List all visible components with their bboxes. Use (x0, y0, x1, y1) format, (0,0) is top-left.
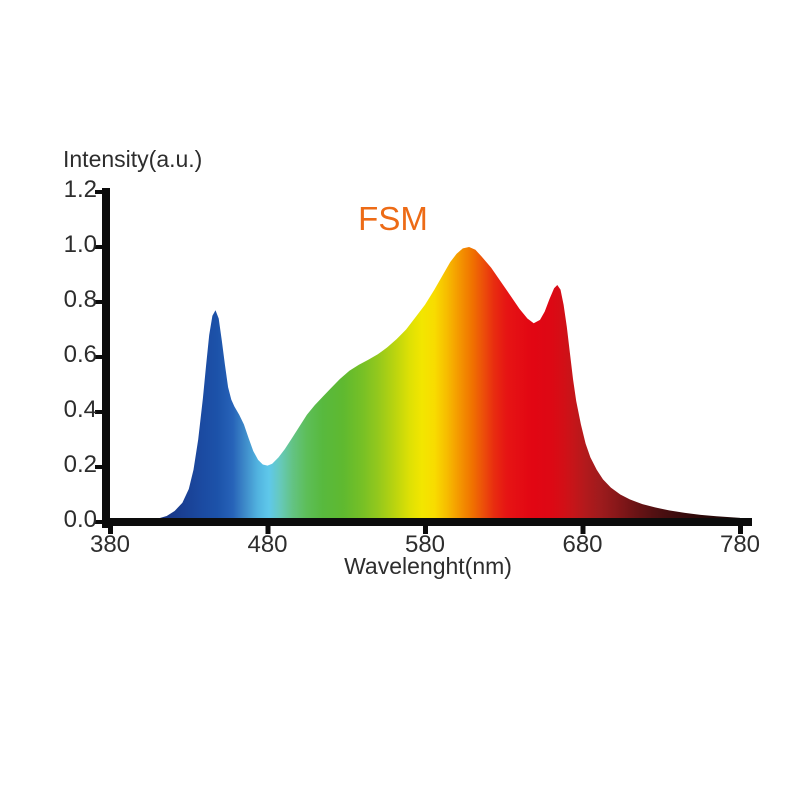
tick-mark (95, 190, 103, 194)
tick-mark (108, 526, 113, 534)
tick-mark (95, 520, 103, 524)
tick-mark (580, 526, 586, 534)
tick-mark (95, 410, 103, 414)
y-tick-label: 0.6 (63, 341, 97, 368)
x-axis-title: Wavelenght(nm) (344, 553, 512, 579)
y-tick-label: 0.8 (63, 286, 97, 313)
y-axis-title: Intensity(a.u.) (63, 146, 203, 172)
y-tick-label: 1.0 (63, 231, 97, 258)
y-axis-line (102, 188, 110, 528)
x-axis-line (102, 518, 752, 526)
y-tick-label: 0.2 (63, 451, 97, 478)
tick-mark (95, 355, 103, 359)
x-tick-label: 780 (719, 531, 761, 558)
y-tick-label: 1.2 (63, 176, 97, 203)
axis-tick-marks (95, 190, 743, 534)
y-tick-label: 0.0 (63, 506, 97, 533)
tick-mark (95, 465, 103, 469)
tick-mark (423, 526, 428, 534)
x-tick-label: 380 (89, 531, 131, 558)
y-tick-label: 0.4 (63, 396, 97, 423)
x-tick-label: 580 (404, 531, 446, 558)
tick-mark (738, 526, 743, 534)
x-tick-label: 480 (247, 531, 288, 558)
series-label-fsm: FSM (358, 200, 428, 237)
tick-mark (95, 300, 103, 304)
spectrum-area (110, 247, 740, 522)
tick-mark (265, 526, 271, 534)
x-tick-label: 680 (562, 531, 603, 558)
tick-mark (95, 245, 103, 249)
